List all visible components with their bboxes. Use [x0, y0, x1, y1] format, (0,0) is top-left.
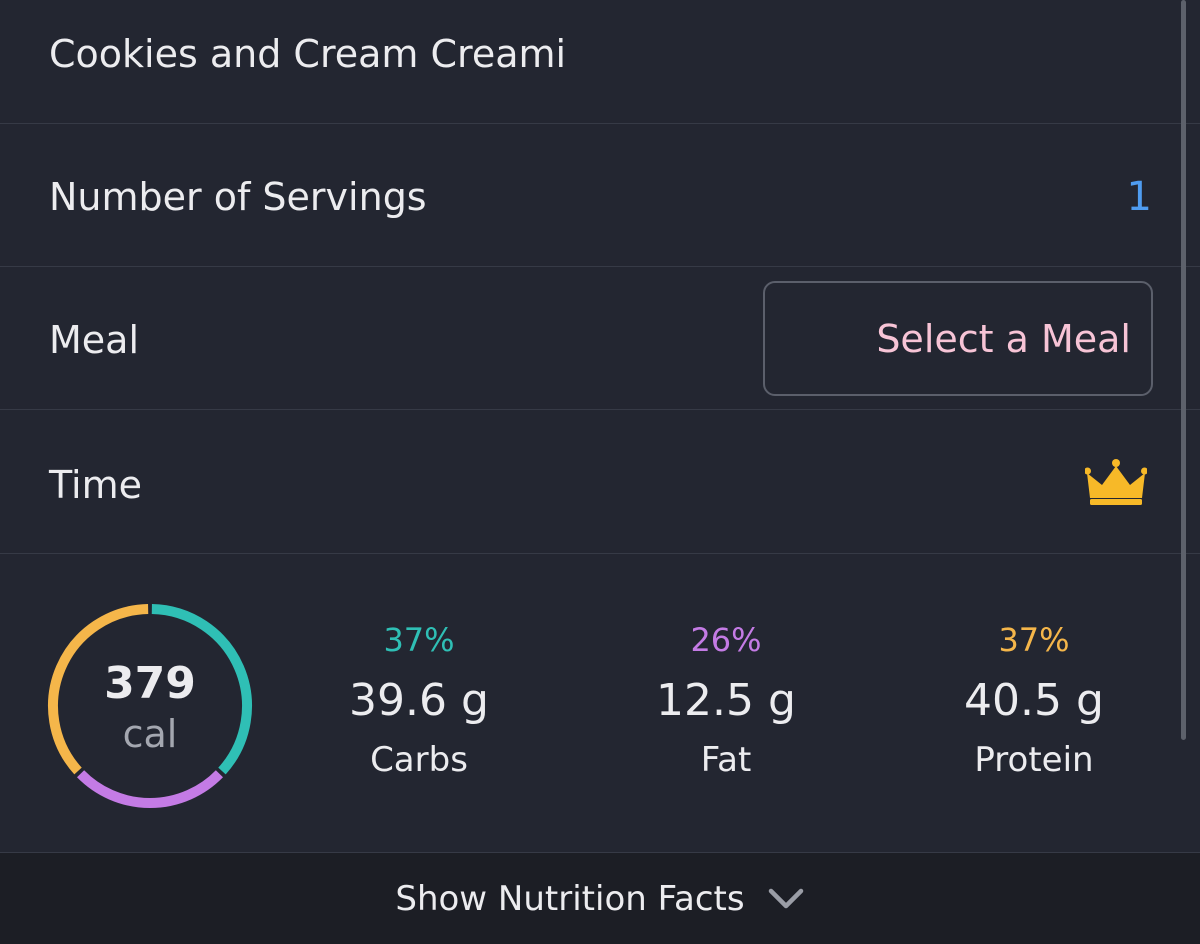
macro-fat: 26% 12.5 g Fat [596, 620, 856, 780]
crown-icon[interactable] [1085, 458, 1147, 506]
chevron-down-icon [768, 888, 803, 908]
servings-value[interactable]: 1 [1126, 174, 1152, 220]
protein-percent: 37% [998, 621, 1070, 659]
fat-label: Fat [700, 740, 752, 780]
calorie-value: 379 [104, 658, 196, 709]
carbs-amount: 39.6 g [349, 675, 489, 726]
ring-segment-protein [48, 604, 149, 775]
carbs-percent: 37% [383, 621, 455, 659]
ring-segment-fat [77, 770, 223, 808]
fat-percent: 26% [690, 621, 762, 659]
show-nutrition-facts-button[interactable]: Show Nutrition Facts [0, 852, 1200, 944]
select-meal-button[interactable]: Select a Meal [763, 281, 1153, 396]
protein-label: Protein [974, 740, 1094, 780]
time-row[interactable]: Time [0, 410, 1200, 554]
servings-row[interactable]: Number of Servings 1 [0, 124, 1200, 267]
protein-amount: 40.5 g [964, 675, 1104, 726]
fat-amount: 12.5 g [656, 675, 796, 726]
ring-segment-carbs [151, 604, 252, 775]
time-label: Time [49, 463, 142, 507]
calorie-unit: cal [122, 712, 178, 756]
carbs-label: Carbs [370, 740, 468, 780]
select-meal-label: Select a Meal [876, 316, 1131, 361]
servings-label: Number of Servings [49, 175, 427, 219]
calorie-center: 379 cal [40, 596, 260, 816]
food-title-row: Cookies and Cream Creami [0, 0, 1200, 124]
macro-protein: 37% 40.5 g Protein [904, 620, 1164, 780]
scrollbar[interactable] [1181, 0, 1186, 740]
food-name: Cookies and Cream Creami [49, 32, 567, 76]
meal-row: Meal Select a Meal [0, 267, 1200, 410]
calorie-ring [48, 604, 252, 808]
meal-label: Meal [49, 318, 140, 362]
macros-summary: 379 cal 37% 39.6 g Carbs 26% 12.5 g Fat … [0, 554, 1200, 852]
show-nutrition-facts-label: Show Nutrition Facts [395, 878, 745, 919]
macro-carbs: 37% 39.6 g Carbs [289, 620, 549, 780]
